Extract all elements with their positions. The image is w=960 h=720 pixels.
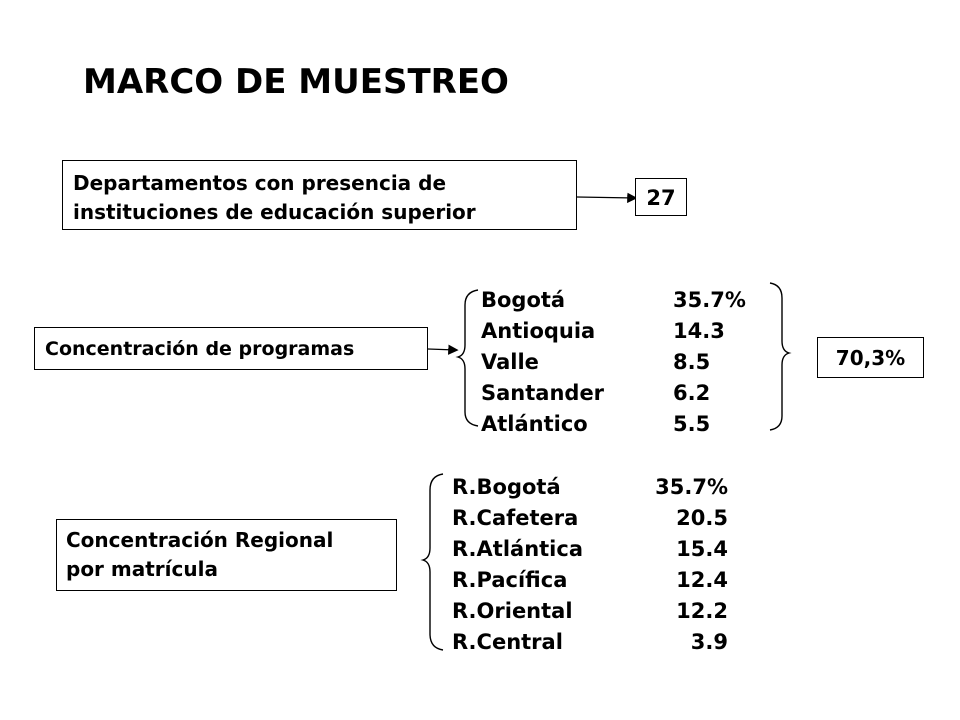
list-item: R.Cafetera 20.5: [452, 503, 728, 534]
departamentos-label-line2: instituciones de educación superior: [73, 200, 476, 224]
programas-list: Bogotá 35.7% Antioquia 14.3 Valle 8.5 Santa…: [481, 285, 763, 440]
left-brace-regional: [420, 473, 444, 651]
regional-label-line2: por matrícula: [66, 557, 218, 581]
regional-box: Concentración Regional por matrícula: [56, 519, 397, 591]
department-value: 6.2: [673, 381, 711, 405]
region-value: 3.9: [690, 630, 728, 654]
department-name: Santander: [481, 381, 605, 405]
region-name: R.Bogotá: [452, 475, 561, 499]
regional-list: R.Bogotá 35.7% R.Cafetera 20.5 R.Atlántica…: [452, 472, 728, 658]
list-item: R.Bogotá 35.7%: [452, 472, 728, 503]
region-value: 20.5: [676, 506, 728, 530]
right-brace-programas: [769, 282, 792, 431]
department-value: 8.5: [673, 350, 711, 374]
region-name: R.Pacífica: [452, 568, 568, 592]
department-name: Atlántico: [481, 412, 588, 436]
department-value: 5.5: [673, 412, 711, 436]
region-name: R.Central: [452, 630, 563, 654]
region-value: 12.2: [676, 599, 728, 623]
department-name: Valle: [481, 350, 539, 374]
department-value: 35.7%: [673, 288, 746, 312]
list-item: R.Atlántica 15.4: [452, 534, 728, 565]
arrow-departamentos: [576, 192, 638, 204]
list-item: Antioquia 14.3: [481, 316, 763, 347]
programas-box: Concentración de programas: [34, 327, 428, 370]
list-item: R.Central 3.9: [452, 627, 728, 658]
arrow-programas: [427, 344, 459, 355]
region-name: R.Cafetera: [452, 506, 579, 530]
region-name: R.Oriental: [452, 599, 573, 623]
list-item: Santander 6.2: [481, 378, 763, 409]
list-item: R.Oriental 12.2: [452, 596, 728, 627]
department-value: 14.3: [673, 319, 725, 343]
regional-label-line1: Concentración Regional: [66, 528, 334, 552]
region-value: 12.4: [676, 568, 728, 592]
left-brace-programas: [455, 289, 479, 427]
programas-total-box: 70,3%: [817, 337, 924, 378]
departamentos-box: Departamentos con presencia de instituci…: [62, 160, 577, 230]
region-name: R.Atlántica: [452, 537, 584, 561]
departamentos-count-box: 27: [635, 178, 687, 216]
list-item: R.Pacífica 12.4: [452, 565, 728, 596]
list-item: Bogotá 35.7%: [481, 285, 763, 316]
region-value: 35.7%: [655, 475, 728, 499]
page-title: MARCO DE MUESTREO: [83, 62, 509, 102]
list-item: Atlántico 5.5: [481, 409, 763, 440]
departamentos-label-line1: Departamentos con presencia de: [73, 171, 447, 195]
list-item: Valle 8.5: [481, 347, 763, 378]
region-value: 15.4: [676, 537, 728, 561]
department-name: Antioquia: [481, 319, 596, 343]
department-name: Bogotá: [481, 288, 566, 312]
